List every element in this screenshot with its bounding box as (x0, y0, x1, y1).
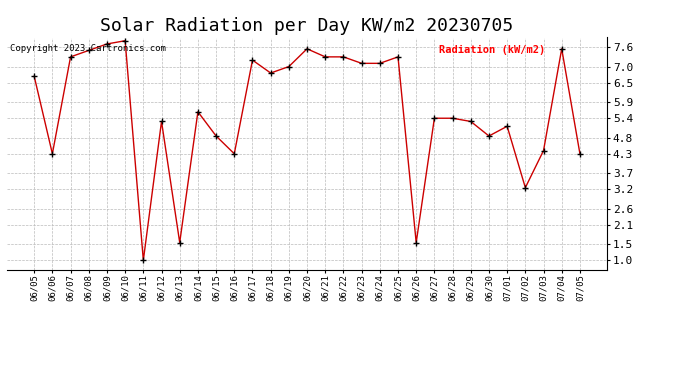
Text: Copyright 2023 Cartronics.com: Copyright 2023 Cartronics.com (10, 45, 166, 54)
Text: Radiation (kW/m2): Radiation (kW/m2) (439, 45, 545, 54)
Title: Solar Radiation per Day KW/m2 20230705: Solar Radiation per Day KW/m2 20230705 (101, 16, 513, 34)
